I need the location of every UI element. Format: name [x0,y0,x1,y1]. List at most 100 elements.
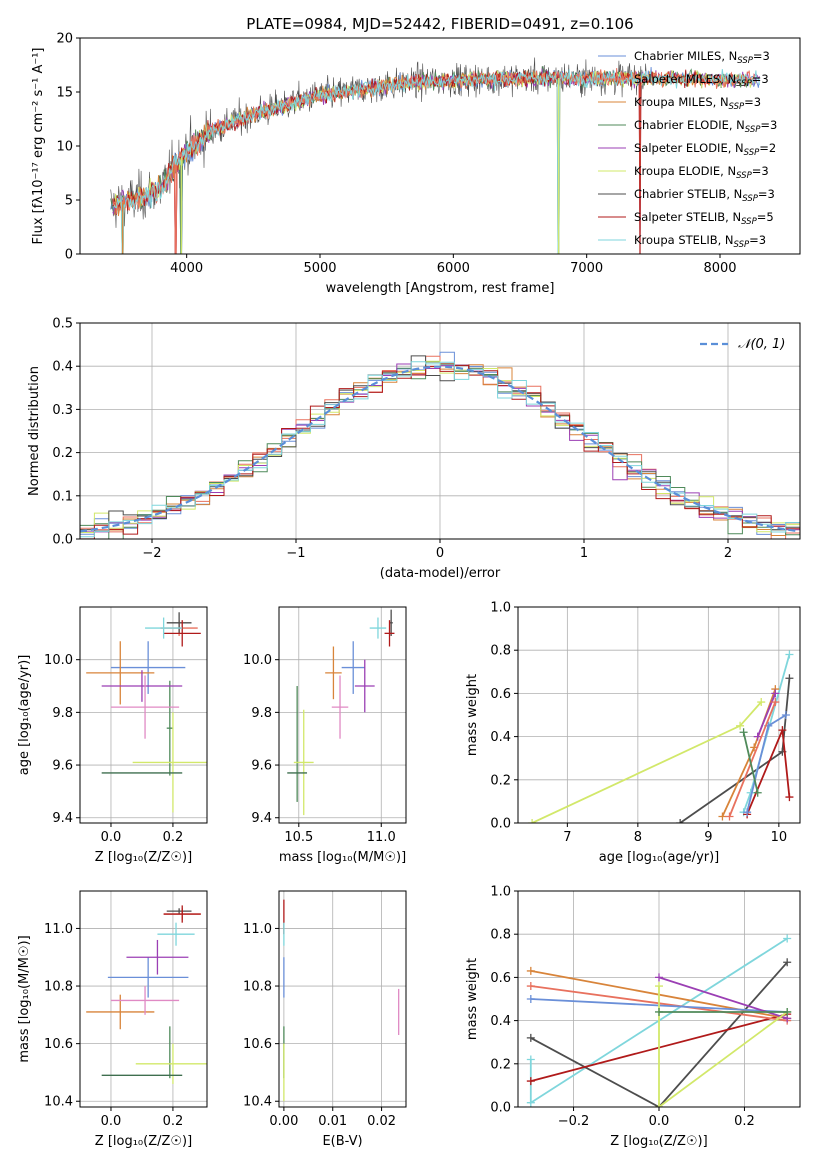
data-marker [781,711,790,719]
data-marker [725,812,734,821]
data-marker [785,674,794,683]
series-salpeter-stelib [743,726,794,819]
errorbar-point [163,620,201,647]
x-axis-label: Z [log₁₀(Z/Z☉)] [610,1134,707,1149]
spectrum-axes: 4000 5000 6000 7000 8000 0 5 10 15 20 wavelength [… [31,32,801,296]
x-tick-label: 0.0 [101,1114,122,1129]
data-marker [757,698,766,707]
errorbar-point [110,986,180,1015]
y-axis-label: Normed distribution [27,366,42,496]
mass-weight-vs-age-axes: 7 8 9 10 0.0 0.2 0.4 0.6 0.8 1.0 age [log₁₀(age/yr… [465,601,801,865]
data-marker [783,934,792,943]
y-tick-label: 0.3 [52,403,73,418]
series-chabrier-stelib [676,674,794,823]
y-axis-label: Flux [fλ10⁻¹⁷ erg cm⁻² s⁻¹ A⁻¹] [31,48,46,245]
x-tick-label: 4000 [170,261,203,276]
series-kroupa-stelib [526,934,792,1107]
y-tick-label: 9.6 [52,759,73,774]
x-tick-label: 5000 [303,261,336,276]
y-tick-label: 0.2 [490,1057,511,1072]
data-marker [528,819,537,823]
y-tick-label: 5 [65,194,73,209]
data-marker [526,982,535,991]
series-kroupa-elodie [528,698,766,823]
y-tick-label: 0.2 [490,773,511,788]
y-tick-label: 0.0 [52,533,73,548]
y-tick-label: 20 [56,32,73,47]
y-tick-label: 0.6 [490,687,511,702]
series-chabrier-elodie [739,728,762,797]
normal-distribution-curve [80,365,798,533]
data-marker [771,698,780,707]
data-marker [526,1055,535,1064]
y-tick-label: 0.8 [490,644,511,659]
x-tick-label: 0.2 [734,1114,755,1129]
legend-label: Chabrier STELIB, NSSP=3 [634,187,775,204]
y-tick-label: 0.0 [490,1101,511,1116]
data-marker [526,1077,535,1086]
x-tick-label: 10 [771,830,788,845]
series-salpeter-miles [725,698,780,821]
x-tick-label: 0 [436,546,444,561]
x-tick-label: −1 [286,546,305,561]
data-marker [526,995,535,1003]
series-chabrier-miles [743,711,790,817]
legend-label: Salpeter ELODIE, NSSP=2 [634,141,776,158]
spectrum-title: PLATE=0984, MJD=52442, FIBERID=0491, z=0… [246,15,633,33]
x-axis-label: Z [log₁₀(Z/Z☉)] [95,1134,192,1149]
y-tick-label: 1.0 [490,885,511,900]
data-marker [785,650,794,659]
errorbar-point [331,675,349,739]
histogram-salpeter-stelib [80,364,800,539]
y-tick-label: 0.2 [52,446,73,461]
axes-frame [79,606,208,824]
y-tick-label: 10.4 [44,1095,73,1110]
y-tick-label: 0.6 [490,971,511,986]
axes-frame [517,606,801,824]
y-tick-label: 11.0 [44,922,73,937]
y-tick-label: 9.8 [52,706,73,721]
series-salpeter-elodie [753,689,780,741]
x-tick-label: 2 [724,546,732,561]
x-tick-label: 0.01 [318,1114,347,1129]
age-vs-mass-axes: 10.5 11.0 9.4 9.6 9.8 10.0 mass [log₁₀(M/M☉)] [243,606,407,865]
spectrum-plot-area [110,57,761,254]
y-tick-label: 0.1 [52,489,73,504]
data-marker [526,1033,535,1042]
legend-label: Kroupa MILES, NSSP=3 [634,95,761,112]
x-axis-label: E(B-V) [322,1134,362,1149]
x-tick-label: 0.2 [163,1114,184,1129]
age-vs-Z-plot-area [86,612,207,813]
y-tick-label: 0.4 [490,730,511,745]
errorbar-point [145,617,183,639]
errorbar-point [107,957,189,998]
x-tick-label: −0.2 [558,1114,590,1129]
x-tick-label: 8 [634,830,642,845]
x-axis-label: (data-model)/error [380,566,501,581]
errorbar-point [166,680,173,776]
legend-label: Chabrier MILES, NSSP=3 [634,49,770,66]
x-tick-label: 0.00 [269,1114,298,1129]
y-tick-label: 10.8 [44,980,73,995]
x-tick-label: 7000 [570,261,603,276]
x-axis-label: age [log₁₀(age/yr)] [599,850,720,865]
histogram-kroupa-elodie [80,360,800,533]
errorbar-point [135,1043,207,1084]
spectrum-line-kroupa-stelib [114,68,761,254]
errorbar-point [166,908,192,915]
errorbar-point [293,709,314,816]
data-marker [739,728,748,737]
histogram-salpeter-miles [80,355,800,539]
axes-frame [278,606,407,824]
data-marker [526,1098,535,1107]
data-marker [655,973,663,982]
legend-label: Kroupa STELIB, NSSP=3 [634,233,766,250]
y-tick-label: 10.8 [243,980,272,995]
mass-vs-EBV-axes: 0.00 0.01 0.02 10.4 10.6 10.8 11.0 E(B-V) [243,890,407,1149]
series-chabrier-elodie [655,1007,792,1016]
data-marker [785,793,794,802]
x-axis-label: wavelength [Angstrom, rest frame] [326,281,555,296]
histogram-kroupa-stelib [80,361,800,538]
y-axis-label: mass weight [465,674,480,756]
